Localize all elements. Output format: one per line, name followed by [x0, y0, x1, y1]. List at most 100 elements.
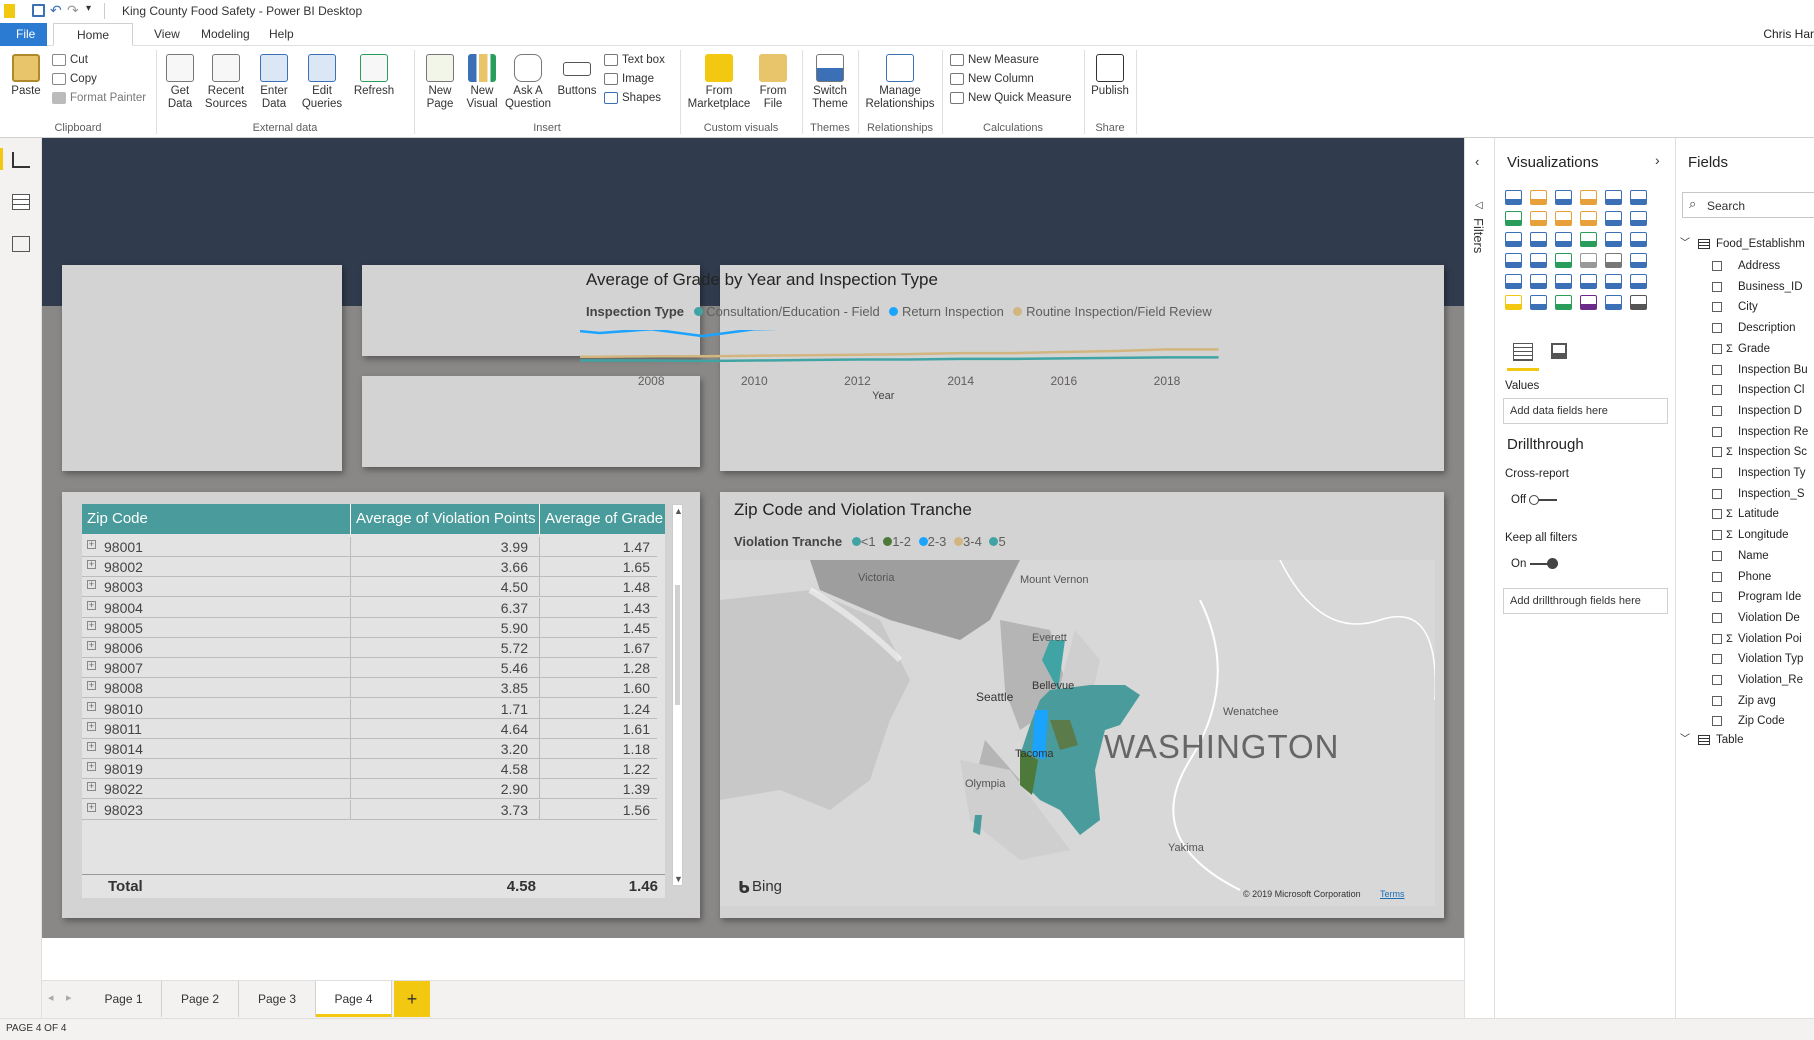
field-item[interactable]: Inspection_S — [1676, 484, 1814, 504]
tranche-label-2-3[interactable]: 2-3 — [927, 534, 947, 549]
field-checkbox[interactable] — [1712, 385, 1722, 396]
field-item[interactable]: Violation De — [1676, 608, 1814, 628]
field-checkbox[interactable] — [1712, 364, 1722, 375]
new-measure-button[interactable]: New Measure — [948, 51, 1039, 69]
field-checkbox[interactable] — [1712, 654, 1722, 665]
format-painter-button[interactable]: Format Painter — [50, 89, 146, 107]
copy-button[interactable]: Copy — [50, 70, 97, 88]
field-checkbox[interactable] — [1712, 530, 1722, 541]
field-checkbox[interactable] — [1712, 716, 1722, 727]
line-chart-plot[interactable]: 200620082010201220142016201821YearAverag… — [580, 330, 1440, 470]
tab-file[interactable]: File — [0, 23, 47, 46]
table-row[interactable]: +98019 4.58 1.22 — [82, 759, 657, 780]
legend-item-routine[interactable]: Routine Inspection/Field Review — [1026, 304, 1212, 319]
field-checkbox[interactable] — [1712, 468, 1722, 478]
page-prev-icon[interactable]: ◂ — [48, 992, 54, 1004]
field-item[interactable]: Business_ID — [1676, 277, 1814, 297]
page-tab-2[interactable]: Page 2 — [162, 981, 239, 1017]
python-visual-icon[interactable] — [1605, 274, 1622, 289]
table-row[interactable]: +98006 5.72 1.67 — [82, 638, 657, 658]
shapes-button[interactable]: Shapes — [602, 89, 661, 107]
table-row[interactable]: +98003 4.50 1.48 — [82, 577, 657, 598]
field-item[interactable]: Address — [1676, 256, 1814, 276]
qa-visual-icon[interactable] — [1530, 295, 1547, 310]
field-checkbox[interactable] — [1712, 302, 1722, 313]
field-checkbox[interactable] — [1712, 281, 1722, 292]
area-visual-icon[interactable] — [1530, 211, 1547, 226]
expand-row-icon[interactable]: + — [87, 559, 96, 570]
scroll-down-icon[interactable]: ▼ — [674, 874, 683, 884]
scroll-up-icon[interactable]: ▲ — [674, 506, 683, 516]
report-view-icon[interactable] — [12, 152, 30, 168]
keep-filters-toggle[interactable]: On — [1511, 557, 1558, 570]
refresh-button[interactable]: Refresh — [352, 54, 396, 98]
customize-toolbar-icon[interactable]: ▾ — [86, 3, 92, 14]
page-tab-1[interactable]: Page 1 — [86, 981, 162, 1017]
stacked-column-visual-icon[interactable] — [1530, 190, 1547, 205]
field-item[interactable]: Phone — [1676, 567, 1814, 587]
image-button[interactable]: Image — [602, 70, 654, 88]
table-row[interactable]: +98023 3.73 1.56 — [82, 799, 657, 820]
from-file-button[interactable]: From File — [752, 54, 794, 111]
table-visual-icon[interactable] — [1530, 274, 1547, 289]
donut-visual-icon[interactable] — [1580, 232, 1597, 247]
add-page-button[interactable]: + — [394, 981, 430, 1017]
table-row[interactable]: +98014 3.20 1.18 — [82, 739, 657, 759]
format-roller-icon[interactable] — [1551, 343, 1567, 359]
recent-sources-button[interactable]: Recent Sources — [202, 54, 250, 111]
buttons-button[interactable]: Buttons — [556, 54, 598, 98]
series-line-0[interactable] — [580, 356, 1219, 363]
fields-well-icon[interactable] — [1513, 343, 1533, 361]
field-item[interactable]: City — [1676, 297, 1814, 317]
table-food-establishments[interactable]: ﹀ Food_Establishm — [1676, 234, 1814, 254]
field-item[interactable]: Σ Inspection Sc — [1676, 442, 1814, 462]
card-top-middle[interactable] — [362, 265, 700, 356]
expand-row-icon[interactable]: + — [87, 660, 96, 671]
model-view-icon[interactable] — [12, 236, 30, 252]
multi-row-card-visual-icon[interactable] — [1605, 253, 1622, 268]
arcgis-visual-icon[interactable] — [1555, 295, 1572, 310]
field-checkbox[interactable] — [1712, 695, 1722, 706]
edit-queries-button[interactable]: Edit Queries — [300, 54, 344, 111]
collapse-left-icon[interactable]: ‹ — [1475, 154, 1480, 169]
undo-icon[interactable]: ↶ — [50, 2, 62, 18]
table-row[interactable]: +98002 3.66 1.65 — [82, 557, 657, 578]
matrix-visual-icon[interactable] — [1555, 274, 1572, 289]
line-chart-card[interactable] — [720, 265, 1444, 471]
legend-item-return[interactable]: Return Inspection — [901, 304, 1004, 319]
ask-question-button[interactable]: Ask A Question — [504, 54, 552, 111]
table-row[interactable]: +98022 2.90 1.39 — [82, 779, 657, 800]
legend-item-consultation[interactable]: Consultation/Education - Field — [706, 304, 880, 319]
column-header-violation-points[interactable]: Average of Violation Points — [356, 510, 536, 527]
new-quick-measure-button[interactable]: New Quick Measure — [948, 89, 1072, 107]
pie-visual-icon[interactable] — [1555, 232, 1572, 247]
column-header-grade[interactable]: Average of Grade — [545, 510, 664, 527]
expand-row-icon[interactable]: + — [87, 700, 96, 711]
field-item[interactable]: Name — [1676, 546, 1814, 566]
expand-row-icon[interactable]: + — [87, 720, 96, 731]
field-checkbox[interactable] — [1712, 612, 1722, 623]
column-header-zip[interactable]: Zip Code — [87, 510, 148, 527]
series-line-1[interactable] — [580, 330, 1219, 338]
field-checkbox[interactable] — [1712, 261, 1722, 271]
custom-visual-visual-icon[interactable] — [1580, 295, 1597, 310]
field-checkbox[interactable] — [1712, 405, 1722, 416]
slicer-visual-icon[interactable] — [1505, 274, 1522, 289]
field-checkbox[interactable] — [1712, 509, 1722, 520]
line-clustered-visual-icon[interactable] — [1605, 211, 1622, 226]
expand-row-icon[interactable]: + — [87, 680, 96, 691]
field-checkbox[interactable] — [1712, 343, 1722, 354]
expand-viz-icon[interactable]: › — [1655, 152, 1660, 168]
expand-row-icon[interactable]: + — [87, 599, 96, 610]
expand-row-icon[interactable]: + — [87, 619, 96, 630]
stacked-bar-visual-icon[interactable] — [1505, 190, 1522, 205]
clustered-bar-visual-icon[interactable] — [1555, 190, 1572, 205]
decomposition-visual-icon[interactable] — [1505, 295, 1522, 310]
field-item[interactable]: Inspection Ty — [1676, 463, 1814, 483]
100-bar-visual-icon[interactable] — [1605, 190, 1622, 205]
page-tab-3[interactable]: Page 3 — [239, 981, 316, 1017]
kpi-visual-icon[interactable] — [1630, 253, 1647, 268]
cross-report-toggle[interactable]: Off — [1511, 494, 1558, 506]
field-item[interactable]: Inspection Bu — [1676, 360, 1814, 380]
filters-pane-collapsed[interactable]: ‹ ◁ Filters — [1464, 138, 1495, 1018]
